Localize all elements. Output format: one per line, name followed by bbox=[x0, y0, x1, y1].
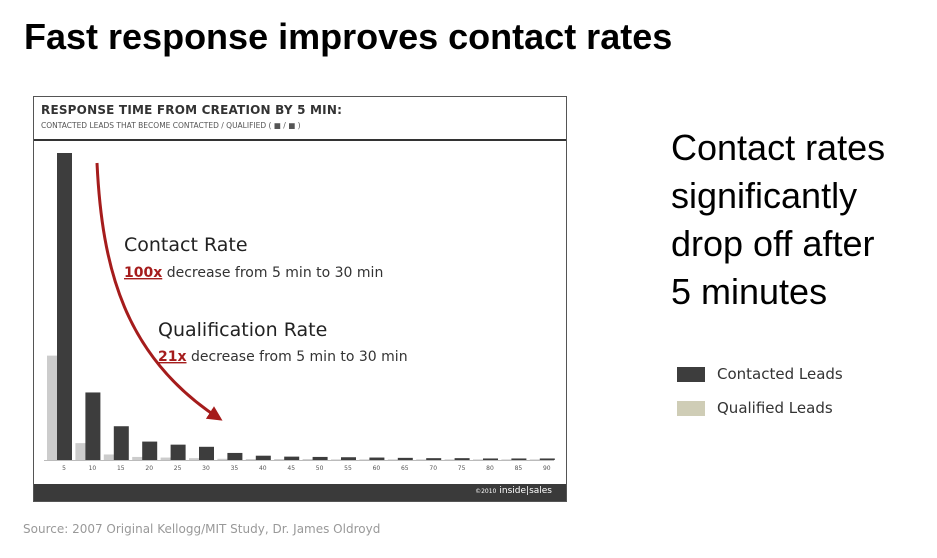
chart-title: RESPONSE TIME FROM CREATION BY 5 MIN: bbox=[41, 103, 343, 117]
x-tick-label: 15 bbox=[117, 465, 125, 472]
x-tick-label: 45 bbox=[287, 465, 295, 472]
source-note: Source: 2007 Original Kellogg/MIT Study,… bbox=[23, 522, 381, 536]
annotation-text: 100x decrease from 5 min to 30 min bbox=[124, 265, 383, 281]
key-message-line: Contact rates bbox=[671, 127, 886, 168]
legend-label: Contacted Leads bbox=[717, 365, 843, 383]
bar-contacted bbox=[57, 153, 72, 460]
bar-qualified bbox=[473, 459, 487, 460]
key-message-line: significantly bbox=[671, 175, 858, 216]
bar-contacted bbox=[170, 444, 186, 460]
bar-contacted bbox=[397, 457, 413, 460]
x-tick-label: 75 bbox=[458, 465, 466, 472]
key-message-line: 5 minutes bbox=[671, 271, 828, 312]
legend-swatch-qualified bbox=[677, 401, 705, 416]
key-message-line: drop off after bbox=[671, 223, 875, 264]
x-tick-label: 40 bbox=[259, 465, 267, 472]
bar-qualified bbox=[132, 456, 147, 460]
bar-qualified bbox=[529, 459, 544, 460]
x-tick-label: 25 bbox=[174, 465, 182, 472]
x-tick-label: 90 bbox=[543, 465, 551, 472]
chart-footer: ©2010 inside|sales bbox=[34, 484, 566, 501]
x-tick-label: 60 bbox=[373, 465, 381, 472]
bar-chart: 5 10 15 20 25 30 35 40 45 50 55 60 65 70 75 80 85 90 Conta… bbox=[44, 153, 555, 472]
legend-label: Qualified Leads bbox=[717, 399, 833, 417]
x-tick-label: 50 bbox=[316, 465, 324, 472]
bar-qualified bbox=[245, 459, 260, 460]
bar-qualified bbox=[331, 459, 345, 460]
x-tick-label: 5 bbox=[62, 465, 66, 472]
bar-contacted bbox=[255, 455, 271, 460]
bar-contacted bbox=[227, 452, 243, 460]
bar-qualified bbox=[160, 457, 175, 460]
bar-qualified bbox=[103, 454, 118, 460]
bar-qualified bbox=[416, 459, 431, 460]
key-message: Contact rates significantly drop off aft… bbox=[671, 124, 931, 316]
bar-contacted bbox=[85, 392, 101, 460]
bar-contacted bbox=[369, 457, 385, 460]
bar-qualified bbox=[302, 459, 317, 460]
bar-contacted bbox=[483, 458, 498, 460]
x-tick-label: 10 bbox=[89, 465, 97, 472]
annotation-title: Contact Rate bbox=[124, 234, 248, 256]
bar-contacted bbox=[341, 457, 356, 460]
annotation-detail: decrease from 5 min to 30 min bbox=[162, 265, 383, 281]
decay-arrow bbox=[95, 162, 223, 421]
annotation-highlight: 21x bbox=[158, 349, 187, 365]
insidesales-logo: ©2010 inside|sales bbox=[475, 486, 552, 496]
legend-swatch-contacted bbox=[677, 367, 705, 382]
x-tick-label: 35 bbox=[231, 465, 239, 472]
bar-qualified bbox=[189, 458, 203, 460]
bar-contacted bbox=[199, 446, 214, 460]
x-tick-label: 70 bbox=[429, 465, 437, 472]
x-tick-label: 65 bbox=[401, 465, 409, 472]
bar-qualified bbox=[444, 459, 459, 460]
x-tick-label: 80 bbox=[486, 465, 494, 472]
x-tick-label: 85 bbox=[515, 465, 523, 472]
bar-qualified bbox=[387, 459, 402, 460]
x-tick-label: 20 bbox=[145, 465, 153, 472]
bar-qualified bbox=[217, 458, 232, 460]
annotation-text: 21x decrease from 5 min to 30 min bbox=[158, 349, 408, 365]
footer-year: ©2010 bbox=[475, 488, 497, 495]
footer-brand: inside|sales bbox=[499, 486, 552, 496]
bar-contacted bbox=[511, 458, 527, 460]
bar-contacted bbox=[142, 441, 158, 460]
bar-contacted bbox=[312, 456, 328, 460]
chart-header: RESPONSE TIME FROM CREATION BY 5 MIN: CO… bbox=[34, 97, 566, 141]
annotation-detail: decrease from 5 min to 30 min bbox=[187, 349, 408, 365]
bar-contacted bbox=[426, 458, 442, 460]
chart-panel: RESPONSE TIME FROM CREATION BY 5 MIN: CO… bbox=[33, 96, 567, 502]
slide-title: Fast response improves contact rates bbox=[24, 16, 673, 57]
bar-qualified bbox=[359, 459, 374, 460]
bar-qualified bbox=[274, 459, 289, 460]
bar-contacted bbox=[284, 456, 300, 460]
bar-qualified bbox=[501, 459, 516, 460]
bar-contacted bbox=[454, 458, 470, 460]
bar-contacted bbox=[539, 458, 555, 460]
chart-subtitle: CONTACTED LEADS THAT BECOME CONTACTED / … bbox=[41, 121, 301, 130]
annotation-highlight: 100x bbox=[124, 265, 162, 281]
annotation-title: Qualification Rate bbox=[158, 319, 327, 341]
bar-contacted bbox=[113, 426, 129, 460]
x-tick-label: 30 bbox=[202, 465, 210, 472]
x-tick-label: 55 bbox=[344, 465, 352, 472]
